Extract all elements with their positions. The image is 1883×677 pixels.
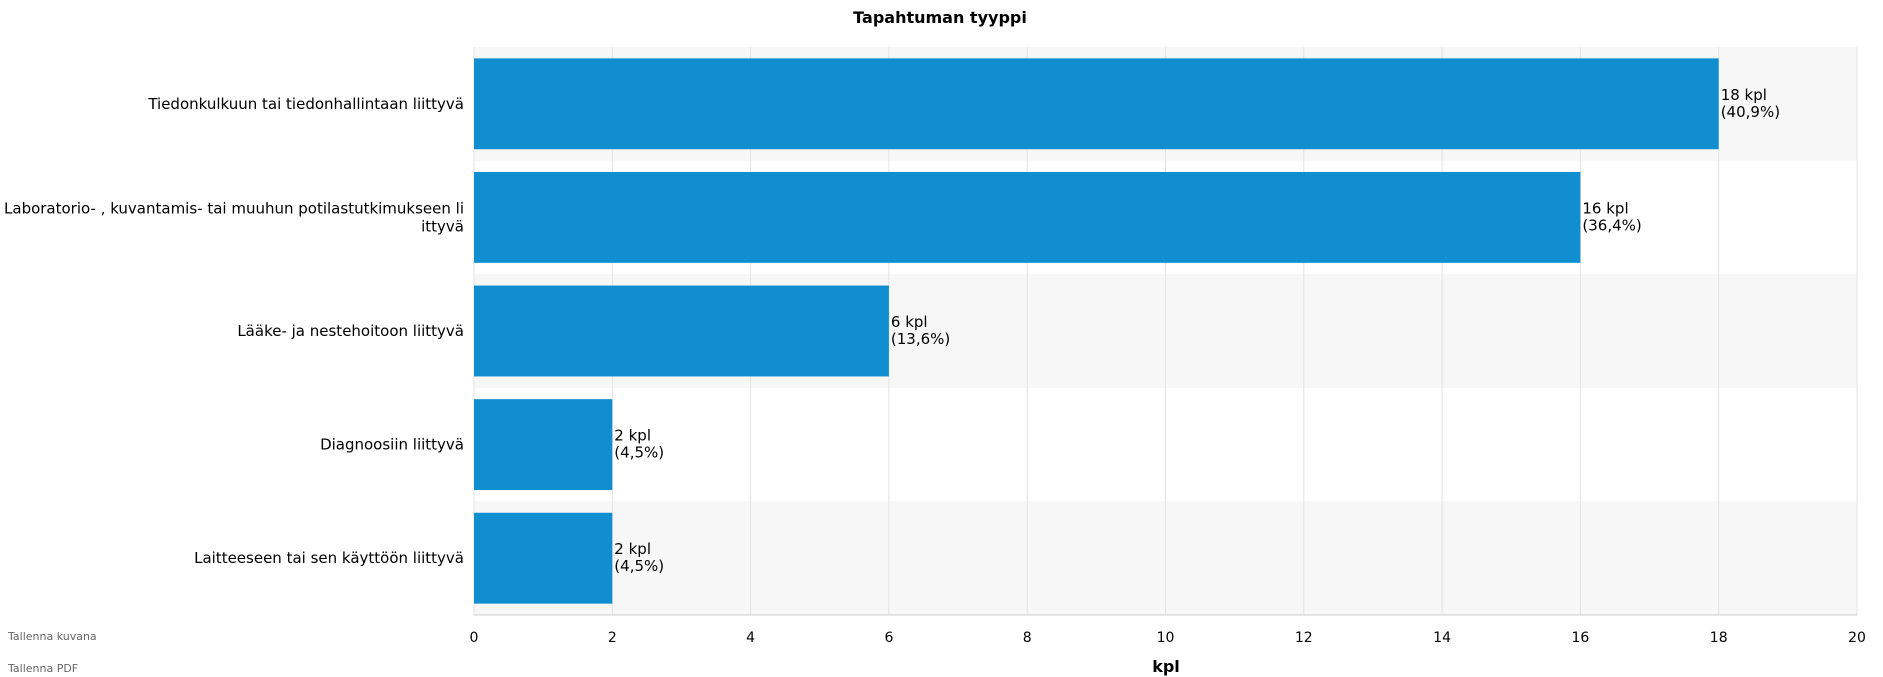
x-tick-label: 18	[1710, 630, 1728, 646]
x-tick-label: 16	[1571, 630, 1589, 646]
x-tick-label: 2	[608, 630, 617, 646]
x-tick-label: 10	[1157, 630, 1175, 646]
x-tick-label: 0	[470, 630, 479, 646]
data-label: (40,9%)	[1721, 103, 1780, 121]
category-labels: Tiedonkulkuun tai tiedonhallintaan liitt…	[4, 95, 464, 567]
category-label: ittyvä	[421, 217, 464, 235]
save-image-link[interactable]: Tallenna kuvana	[8, 630, 97, 643]
data-label: (36,4%)	[1582, 216, 1641, 234]
x-tick-label: 12	[1295, 630, 1313, 646]
x-tick-label: 20	[1848, 630, 1866, 646]
bar[interactable]	[474, 285, 889, 377]
x-axis-ticks: 0 2 4 6 8 10 12 14 16 18 20	[470, 630, 1866, 646]
save-pdf-link[interactable]: Tallenna PDF	[8, 662, 79, 675]
data-label: 18 kpl	[1721, 86, 1767, 104]
category-label: Tiedonkulkuun tai tiedonhallintaan liitt…	[147, 95, 464, 113]
x-tick-label: 14	[1433, 630, 1451, 646]
x-tick-label: 8	[1023, 630, 1032, 646]
bars	[474, 58, 1719, 604]
category-label: Lääke- ja nestehoitoon liittyvä	[237, 322, 464, 340]
bar[interactable]	[474, 512, 613, 604]
data-labels: 18 kpl(40,9%) 16 kpl(36,4%) 6 kpl(13,6%) 2 …	[614, 86, 1780, 575]
category-label: Diagnoosiin liittyvä	[320, 436, 464, 454]
data-label: 6 kpl	[891, 313, 928, 331]
data-label: (4,5%)	[614, 444, 664, 462]
x-axis-title: kpl	[1152, 657, 1180, 676]
bar[interactable]	[474, 171, 1581, 263]
data-label: 16 kpl	[1582, 199, 1628, 217]
bar[interactable]	[474, 399, 613, 491]
x-tick-label: 4	[746, 630, 755, 646]
category-label: Laitteeseen tai sen käyttöön liittyvä	[194, 549, 464, 567]
x-tick-label: 6	[884, 630, 893, 646]
chart-title: Tapahtuman tyyppi	[853, 8, 1027, 27]
category-label: Laboratorio- , kuvantamis- tai muuhun po…	[4, 199, 464, 217]
data-label: 2 kpl	[614, 427, 651, 445]
data-label: (4,5%)	[614, 557, 664, 575]
data-label: 2 kpl	[614, 540, 651, 558]
bar[interactable]	[474, 58, 1719, 150]
data-label: (13,6%)	[891, 330, 950, 348]
